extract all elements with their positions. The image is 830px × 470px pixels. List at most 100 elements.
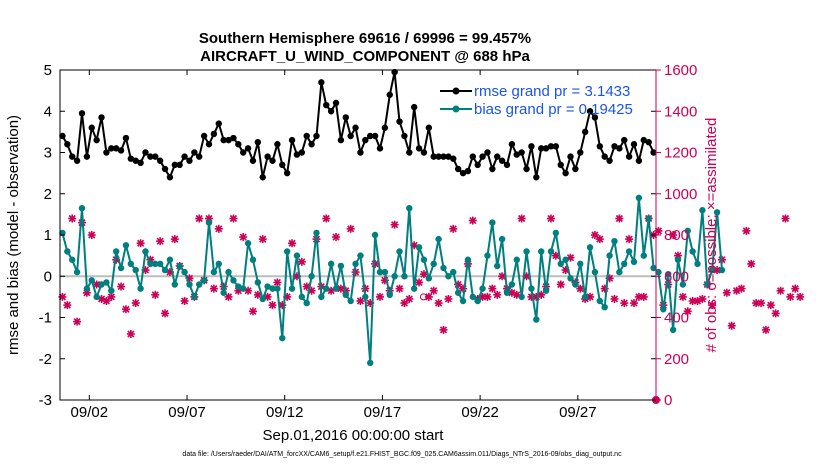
bias-point — [342, 291, 349, 299]
rmse-point — [73, 157, 81, 164]
obs-count-marker — [517, 214, 526, 223]
rmse-point — [108, 145, 115, 152]
chart-title-line2: AIRCRAFT_U_WIND_COMPONENT @ 688 hPa — [200, 48, 530, 65]
bias-point — [161, 266, 169, 274]
y-tick-label: 5 — [44, 62, 52, 79]
rmse-point — [200, 132, 208, 140]
rmse-point — [357, 149, 364, 156]
obs-count-marker — [268, 301, 277, 310]
obs-count-marker — [669, 231, 678, 239]
rmse-point — [425, 124, 433, 131]
obs-count-marker — [419, 270, 428, 279]
bias-point — [464, 256, 472, 263]
bias-point — [611, 237, 618, 245]
obs-count-marker — [68, 214, 77, 223]
bias-point — [347, 297, 354, 305]
obs-count-marker — [683, 307, 692, 316]
bias-point — [93, 293, 100, 301]
obs-count-marker — [630, 299, 639, 308]
legend: rmse grand pr = 3.1433 bias grand pr = 0… — [440, 83, 633, 118]
bias-point — [533, 316, 540, 323]
obs-count-marker — [87, 231, 96, 239]
rmse-point — [171, 161, 179, 169]
rmse-point — [352, 124, 359, 131]
bias-point — [381, 268, 389, 276]
rmse-point — [166, 174, 174, 181]
bias-point — [669, 326, 677, 334]
rmse-point — [147, 153, 154, 160]
bias-point — [391, 273, 398, 280]
rmse-point — [69, 153, 76, 160]
rmse-point — [528, 143, 535, 150]
obs-count-marker — [107, 292, 116, 301]
rmse-point — [112, 145, 120, 152]
bias-point — [684, 227, 691, 235]
y-right-tick-label: 0 — [664, 392, 672, 409]
obs-count-marker — [332, 233, 341, 242]
legend-rmse-text: rmse grand pr = 3.1433 — [474, 83, 630, 100]
obs-count-marker — [742, 226, 751, 235]
rmse-point — [450, 155, 457, 162]
bias-point — [650, 264, 657, 272]
obs-count-marker — [161, 309, 170, 318]
rmse-point — [596, 143, 604, 150]
rmse-point — [283, 169, 291, 177]
obs-count-marker — [121, 305, 130, 314]
rmse-point — [381, 124, 389, 131]
rmse-point — [98, 114, 105, 121]
obs-count-marker — [73, 317, 82, 326]
bias-point — [665, 270, 672, 278]
bias-point — [205, 219, 213, 226]
rmse-point — [523, 165, 530, 173]
rmse-point — [205, 141, 213, 148]
rmse-point — [332, 99, 340, 107]
rmse-point — [484, 149, 491, 156]
y-axis-right-label: # of obs: o=possible; ×=assimilated — [703, 118, 720, 353]
bias-point — [679, 281, 687, 288]
obs-count-marker — [405, 294, 414, 303]
bias-point — [362, 293, 369, 301]
obs-count-marker — [483, 292, 492, 301]
bias-point — [327, 260, 335, 268]
rmse-point — [410, 103, 418, 111]
rmse-point — [59, 132, 66, 140]
bias-point — [244, 240, 252, 247]
legend-rmse-marker — [452, 87, 460, 95]
bias-point — [557, 260, 564, 268]
bias-point — [601, 303, 608, 311]
obs-count-marker — [239, 233, 248, 242]
obs-count-marker — [224, 292, 233, 301]
rmse-point — [264, 153, 271, 160]
bias-point — [137, 285, 144, 292]
x-tick-label: 09/22 — [461, 404, 499, 421]
y-right-tick-label: 1200 — [664, 145, 697, 162]
bias-point — [586, 244, 594, 251]
obs-count-marker — [761, 325, 770, 334]
x-tick-label: 09/12 — [266, 404, 304, 421]
rmse-point — [542, 145, 550, 152]
obs-count-marker — [727, 321, 736, 330]
obs-count-marker — [757, 299, 766, 308]
rmse-point — [474, 161, 481, 169]
obs-count-marker — [117, 282, 126, 291]
bias-point — [640, 252, 647, 259]
obs-count-marker — [766, 301, 775, 310]
y-tick-label: 4 — [44, 103, 52, 120]
rmse-point — [537, 145, 545, 152]
obs-count-marker — [620, 299, 629, 308]
bias-point — [503, 289, 511, 296]
obs-count-marker — [136, 239, 145, 248]
rmse-point — [274, 141, 281, 148]
bias-point — [147, 260, 154, 268]
rmse-point — [152, 153, 159, 160]
bias-point — [352, 260, 359, 268]
obs-count-marker — [214, 224, 223, 233]
bias-point — [127, 260, 135, 268]
bias-line — [61, 197, 723, 363]
rmse-point — [122, 134, 130, 142]
bias-point — [166, 256, 174, 263]
obs-count-marker — [395, 284, 404, 293]
bias-point — [318, 293, 325, 301]
chart-title-line1: Southern Hemisphere 69616 / 69996 = 99.4… — [199, 30, 531, 47]
rmse-point — [279, 161, 286, 169]
